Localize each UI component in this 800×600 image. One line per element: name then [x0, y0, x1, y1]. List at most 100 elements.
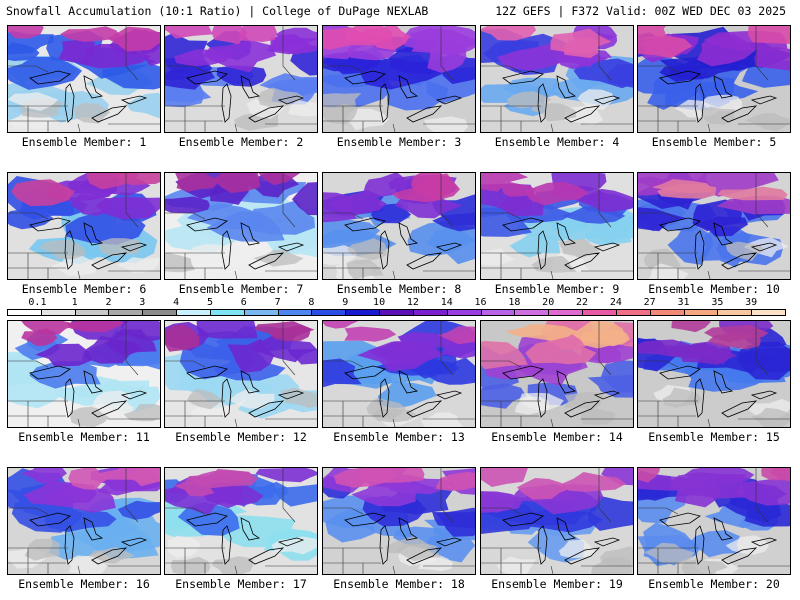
lake-outline	[91, 105, 128, 123]
lake-outline	[398, 222, 419, 246]
colorbar-swatch	[514, 309, 550, 316]
colorbar-swatch	[176, 309, 211, 316]
state-border	[323, 212, 364, 220]
state-border	[550, 270, 554, 279]
ensemble-caption: Ensemble Member: 15	[648, 430, 780, 444]
lake-outline	[750, 390, 778, 400]
state-border	[550, 418, 554, 427]
lake-outline	[91, 252, 128, 270]
colorbar-swatch	[243, 309, 279, 316]
lake-outline	[435, 95, 463, 105]
light-snow-area	[89, 547, 135, 564]
snowfall-contour	[500, 181, 536, 197]
lake-outline	[120, 537, 148, 547]
lake-outline	[564, 400, 601, 418]
lake-outline	[120, 242, 148, 252]
state-border	[598, 321, 612, 376]
state-border	[77, 123, 81, 132]
snowfall-contour	[717, 186, 788, 201]
snowfall-contour	[580, 329, 631, 349]
snowfall-contour	[351, 478, 421, 507]
colorbar-swatch	[74, 309, 110, 316]
state-border	[8, 507, 49, 515]
colorbar-swatch	[311, 309, 347, 316]
snowfall-map	[165, 468, 317, 574]
state-border	[392, 123, 396, 132]
snowfall-contour	[258, 173, 300, 186]
snowfall-contour	[638, 468, 661, 483]
colorbar-label: 0.1	[28, 297, 47, 308]
lake-outline	[344, 70, 386, 85]
light-snow-area	[662, 387, 703, 408]
ensemble-map-6	[7, 172, 161, 280]
lake-outline	[713, 75, 734, 99]
colorbar-label: 18	[508, 297, 521, 308]
colorbar-label: 35	[711, 297, 724, 308]
lake-outline	[29, 365, 71, 380]
ensemble-map-12	[164, 320, 318, 428]
lake-outline	[659, 217, 701, 232]
colorbar-swatch	[412, 309, 448, 316]
colorbar-label: 3	[139, 297, 146, 308]
lake-outline	[248, 252, 285, 270]
light-snow-area	[421, 412, 464, 427]
state-border	[125, 468, 139, 523]
snowfall-map	[323, 321, 475, 427]
state-border	[8, 65, 49, 73]
lake-outline	[406, 547, 443, 565]
snowfall-contour	[432, 212, 475, 232]
state-border	[282, 26, 296, 81]
light-snow-area	[170, 556, 211, 574]
snowfall-contour	[202, 482, 244, 509]
snowfall-contour	[206, 211, 285, 242]
snowfall-contour	[481, 26, 537, 41]
light-snow-area	[649, 263, 689, 279]
lake-outline	[186, 70, 228, 85]
light-snow-area	[187, 243, 240, 265]
light-snow-area	[581, 407, 616, 425]
light-snow-area	[123, 403, 160, 422]
lake-outline	[556, 75, 577, 99]
snowfall-contour	[35, 343, 93, 367]
snowfall-contour	[96, 468, 160, 483]
snowfall-contour	[358, 468, 425, 483]
lake-outline	[721, 400, 758, 418]
snowfall-contour	[8, 56, 83, 90]
snowfall-contour	[203, 39, 277, 73]
state-border	[282, 321, 296, 376]
light-snow-area	[39, 239, 86, 260]
colorbar-swatch	[615, 309, 651, 316]
lake-outline	[398, 517, 419, 541]
snowfall-contour	[638, 36, 693, 59]
snowfall-contour	[360, 26, 411, 51]
lake-outline	[659, 70, 701, 85]
state-border	[707, 418, 711, 427]
snowfall-contour	[509, 233, 561, 258]
lake-outline	[593, 390, 621, 400]
ensemble-map-7	[164, 172, 318, 280]
colorbar-label: 2	[105, 297, 112, 308]
colorbar-swatch	[683, 309, 719, 316]
snowfall-contour	[601, 360, 633, 393]
state-border	[481, 360, 522, 368]
snowfall-contour	[761, 468, 790, 481]
state-border	[8, 360, 49, 368]
light-snow-area	[743, 237, 789, 258]
state-border	[755, 321, 769, 376]
snowfall-map	[165, 173, 317, 279]
lake-outline	[406, 105, 443, 123]
colorbar-swatch	[582, 309, 617, 316]
light-snow-area	[211, 556, 254, 574]
state-border	[165, 360, 206, 368]
snowfall-map	[481, 26, 633, 132]
snowfall-contour	[96, 196, 160, 220]
snowfall-contour	[344, 326, 397, 342]
light-snow-area	[323, 93, 362, 110]
snowfall-contour	[21, 321, 82, 335]
snowfall-map	[165, 26, 317, 132]
colorbar-label: 9	[342, 297, 349, 308]
ensemble-caption: Ensemble Member: 6	[21, 282, 147, 296]
state-border	[165, 65, 206, 73]
colorbar-swatch	[548, 309, 584, 316]
snowfall-contour	[481, 468, 528, 487]
